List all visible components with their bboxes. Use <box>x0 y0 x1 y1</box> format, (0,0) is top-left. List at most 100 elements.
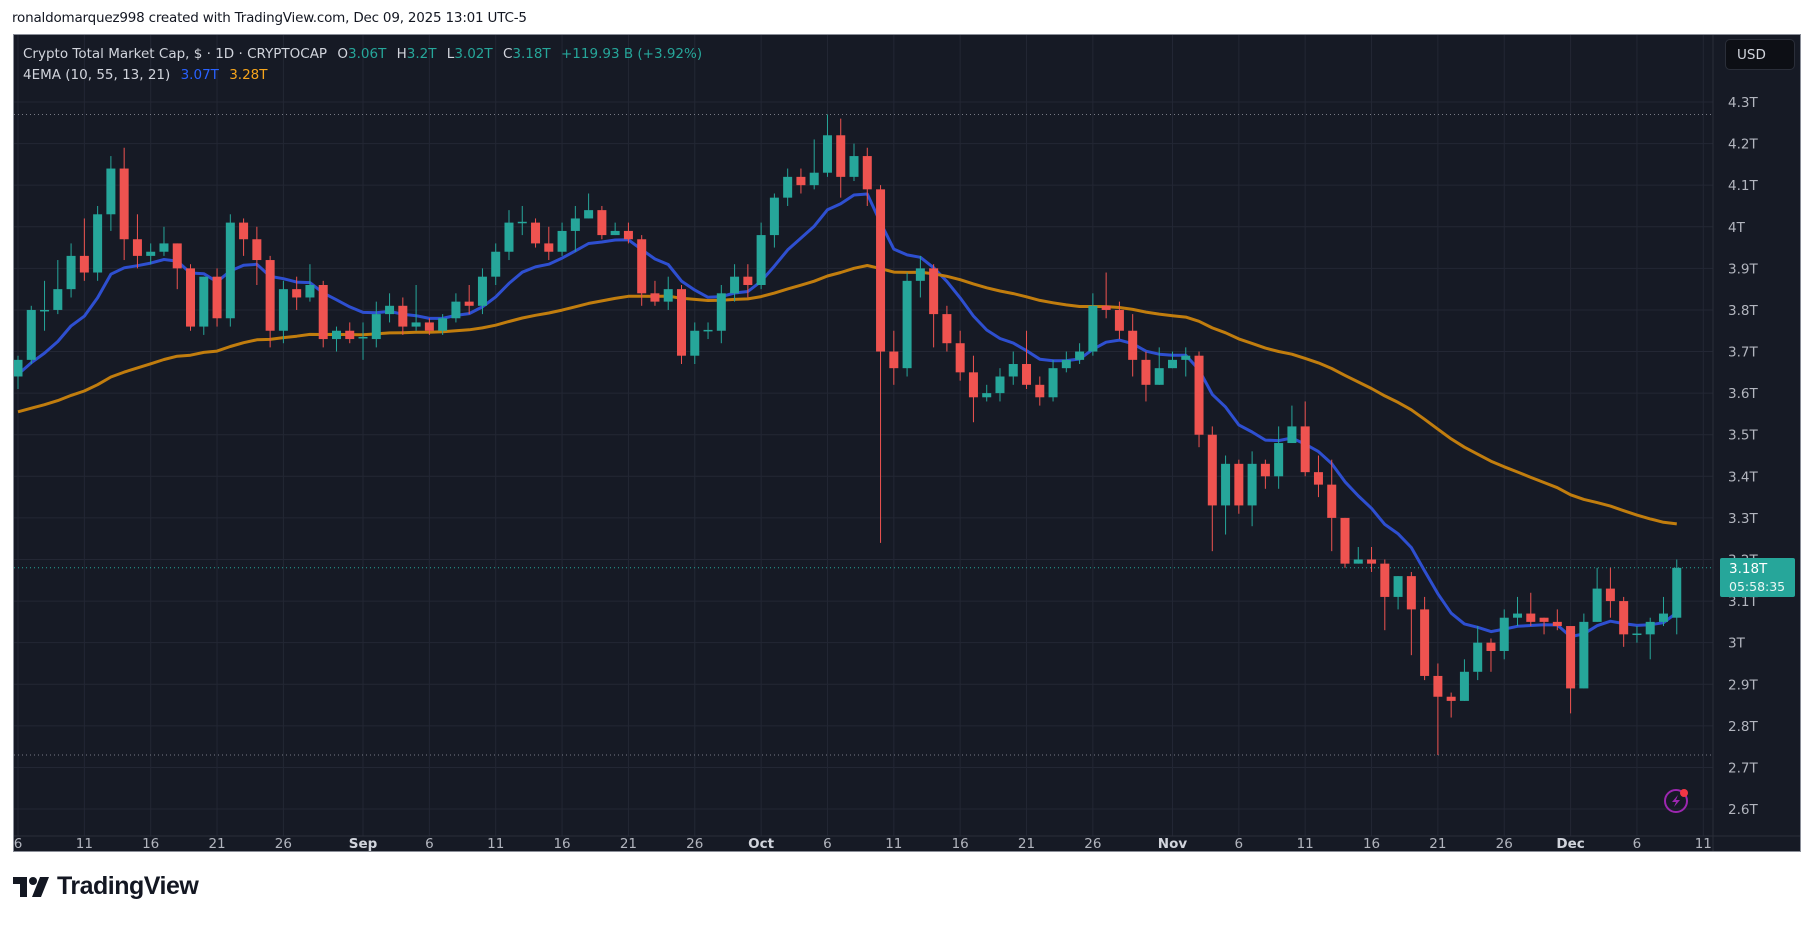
ema-slow-line <box>17 264 1677 526</box>
candle <box>292 289 302 298</box>
candle <box>1141 359 1151 385</box>
candle <box>1114 309 1124 331</box>
candle <box>1367 559 1377 564</box>
candle <box>597 210 607 236</box>
tradingview-logo: TradingView <box>13 872 199 901</box>
grid-lines <box>14 35 1713 836</box>
candle <box>26 309 36 360</box>
candle <box>637 239 647 294</box>
candle <box>491 251 501 277</box>
currency-button[interactable]: USD <box>1725 39 1795 70</box>
time-tick-label: 11 <box>885 836 902 852</box>
candle <box>265 260 275 331</box>
indicator-name[interactable]: 4EMA (10, 55, 13, 21) <box>23 67 171 83</box>
legend-change: +119.93 B (+3.92%) <box>560 46 703 62</box>
candle <box>1486 642 1496 651</box>
lightning-alert-icon[interactable] <box>1664 789 1688 813</box>
time-tick-label: 21 <box>208 836 225 852</box>
candle <box>451 301 461 319</box>
candle <box>1274 443 1284 477</box>
tradingview-logo-icon <box>13 876 49 897</box>
candle <box>1552 621 1562 627</box>
candle <box>531 222 541 244</box>
candle <box>1234 463 1244 506</box>
candles <box>14 114 1682 755</box>
candle <box>1313 472 1323 485</box>
candle <box>902 280 912 369</box>
candle <box>159 243 169 252</box>
ema-fast-value: 3.07T <box>180 67 219 83</box>
price-tick-label: 2.6T <box>1728 802 1758 818</box>
candle <box>146 251 156 256</box>
price-axis[interactable]: 4.3T 4.2T 4.1T 4T 3.9T 3.8T 3.7T 3.6T 3.5T 3.4T 3.… <box>1728 95 1758 818</box>
time-axis[interactable]: 6 11 16 21 26 Sep 6 11 16 21 26 Oct 6 11 16 21 26 Nov 6 11 1… <box>14 836 1712 852</box>
candle <box>119 168 129 240</box>
candle <box>623 230 633 240</box>
time-tick-label: 6 <box>14 836 23 852</box>
candle <box>982 393 992 398</box>
legend-high: 3.2T <box>406 46 437 62</box>
candle <box>1406 576 1416 610</box>
price-tick-label: 4.1T <box>1728 178 1758 194</box>
legend-row-indicator: 4EMA (10, 55, 13, 21) 3.07T 3.28T <box>23 65 702 86</box>
time-tick-label: 26 <box>1496 836 1513 852</box>
time-tick-label: 26 <box>1084 836 1101 852</box>
candle <box>1300 426 1310 473</box>
candle <box>398 305 408 327</box>
candle <box>756 235 766 285</box>
candle <box>411 322 421 327</box>
candle <box>239 222 249 240</box>
candle <box>1167 359 1177 369</box>
candle <box>1592 588 1602 622</box>
candle <box>570 218 580 231</box>
time-tick-label: 21 <box>1429 836 1446 852</box>
candle <box>1433 675 1443 697</box>
candle <box>968 372 978 398</box>
candle <box>1075 351 1085 360</box>
chart-panel[interactable] <box>13 34 1801 852</box>
candle <box>1473 642 1483 672</box>
candle <box>1287 426 1297 444</box>
candle <box>716 293 726 331</box>
candle <box>1353 559 1363 564</box>
candle <box>1459 671 1469 701</box>
legend-high-label: H <box>396 46 407 62</box>
time-tick-label: Nov <box>1158 836 1188 852</box>
candle <box>1380 563 1390 597</box>
candle <box>1260 463 1270 477</box>
candle <box>79 255 89 273</box>
time-tick-label: 6 <box>823 836 832 852</box>
candle <box>1605 588 1615 602</box>
candle <box>1181 355 1191 360</box>
candle <box>1446 696 1456 701</box>
candle <box>836 135 846 177</box>
candle <box>650 293 660 302</box>
candle <box>809 172 819 186</box>
candle <box>199 276 209 327</box>
candle <box>1061 359 1071 369</box>
candle <box>106 168 116 215</box>
chart-legend: Crypto Total Market Cap, $ · 1D · CRYPTO… <box>23 44 702 86</box>
candle <box>345 330 355 340</box>
candle <box>186 268 196 327</box>
price-tick-label: 3.4T <box>1728 469 1758 485</box>
time-tick-label: 6 <box>1235 836 1244 852</box>
candle <box>1327 484 1337 518</box>
candle <box>517 221 527 224</box>
legend-open-label: O <box>337 46 349 62</box>
candle <box>796 176 806 186</box>
legend-symbol[interactable]: Crypto Total Market Cap, $ · 1D · CRYPTO… <box>23 46 328 62</box>
price-tick-label: 3.7T <box>1728 345 1758 361</box>
candle <box>663 289 673 302</box>
price-tick-label: 4T <box>1728 220 1746 236</box>
candle <box>1513 613 1523 618</box>
candle <box>1566 626 1576 689</box>
candle <box>1154 368 1164 385</box>
price-tick-label: 4.2T <box>1728 137 1758 153</box>
candle <box>278 289 288 331</box>
last-price-tag: 3.18T 05:58:35 <box>1720 558 1795 597</box>
candle <box>1101 305 1111 310</box>
price-tick-label: 3.3T <box>1728 511 1758 527</box>
legend-open: 3.06T <box>348 46 387 62</box>
